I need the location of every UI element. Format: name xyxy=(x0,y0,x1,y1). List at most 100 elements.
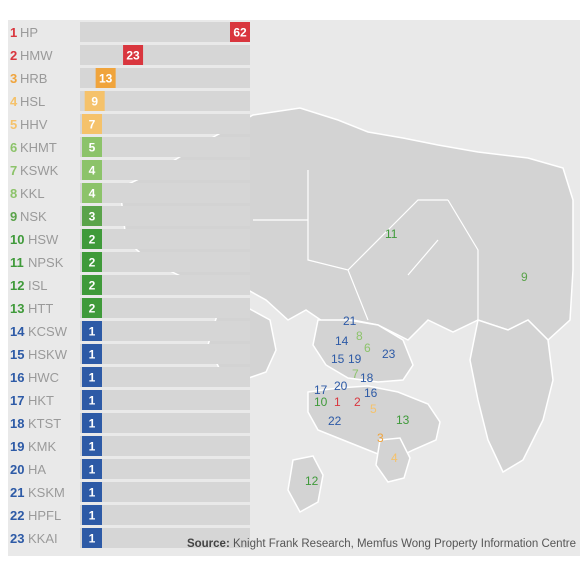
data-label: 3 xyxy=(89,210,96,224)
data-label: 1 xyxy=(89,394,96,408)
category-label: KHMT xyxy=(20,140,57,155)
map-label: 1 xyxy=(334,395,341,409)
bar-track xyxy=(80,206,250,226)
category-label: NPSK xyxy=(28,255,64,270)
bar-value-box xyxy=(82,482,102,502)
bar-value-box xyxy=(84,91,105,111)
category-label: HTT xyxy=(28,301,53,316)
bar-value-box xyxy=(82,275,102,295)
bar-track xyxy=(80,436,250,456)
rank-label: 15 xyxy=(10,347,24,362)
category-label: ISL xyxy=(28,278,48,293)
category-label: KTST xyxy=(28,416,61,431)
map-label: 7 xyxy=(352,367,359,381)
outlying-island xyxy=(287,455,324,514)
data-label: 1 xyxy=(89,417,96,431)
rank-label: 14 xyxy=(10,324,25,339)
category-label: HHV xyxy=(20,117,48,132)
rank-label: 13 xyxy=(10,301,24,316)
bar-value-box xyxy=(82,160,102,180)
bar-value-box xyxy=(123,45,144,65)
bar-track xyxy=(80,137,250,157)
rank-label: 16 xyxy=(10,370,24,385)
rank-label: 4 xyxy=(10,94,18,109)
data-label: 7 xyxy=(89,118,96,132)
bar-value-box xyxy=(82,229,102,249)
rank-label: 20 xyxy=(10,462,24,477)
map-label: 16 xyxy=(364,386,378,400)
bar-track xyxy=(80,252,250,272)
source-text: Knight Frank Research, Memfus Wong Prope… xyxy=(229,538,576,550)
hong-kong-island xyxy=(307,385,441,461)
category-label: KKAI xyxy=(28,531,58,546)
kowloon-peninsula xyxy=(312,319,414,383)
bar-value-box xyxy=(82,321,102,341)
bar-track xyxy=(80,229,250,249)
data-label: 1 xyxy=(89,463,96,477)
rank-label: 7 xyxy=(10,163,17,178)
data-label: 5 xyxy=(89,141,96,155)
bar-track xyxy=(80,183,250,203)
map-label: 18 xyxy=(360,371,374,385)
source-label: Source: xyxy=(186,538,230,550)
rank-label: 3 xyxy=(10,71,17,86)
bar-track xyxy=(80,413,250,433)
rank-label: 18 xyxy=(10,416,24,431)
district-boundary xyxy=(347,269,369,321)
category-label: KKL xyxy=(20,186,45,201)
bar-value-box xyxy=(82,413,102,433)
data-label: 1 xyxy=(89,348,96,362)
bar-track xyxy=(80,298,250,318)
map-label: 3 xyxy=(377,431,384,445)
district-boundary xyxy=(307,170,448,271)
data-label: 1 xyxy=(89,532,96,546)
map-label: 6 xyxy=(364,341,371,355)
bar-track xyxy=(80,275,250,295)
bar-track xyxy=(80,505,250,525)
bar xyxy=(80,22,250,42)
category-label: KMK xyxy=(28,439,57,454)
bar-track xyxy=(80,160,250,180)
map-label: 23 xyxy=(382,347,396,361)
category-label: HSKW xyxy=(28,347,68,362)
bar-value-box xyxy=(82,114,102,134)
category-label: KCSW xyxy=(28,324,68,339)
bar-value-box xyxy=(82,206,102,226)
category-label: HA xyxy=(28,462,46,477)
rank-label: 5 xyxy=(10,117,17,132)
map-label: 17 xyxy=(314,383,328,397)
bar-value-box xyxy=(82,183,102,203)
data-label: 62 xyxy=(233,26,247,40)
category-label: HRB xyxy=(20,71,47,86)
bar-value-box xyxy=(82,436,102,456)
bar-track xyxy=(80,91,250,111)
bar-track xyxy=(80,114,250,134)
category-label: HP xyxy=(20,25,38,40)
rank-label: 10 xyxy=(10,232,24,247)
category-label: HMW xyxy=(20,48,53,63)
rank-label: 19 xyxy=(10,439,24,454)
bar-value-box xyxy=(82,390,102,410)
rank-label: 21 xyxy=(10,485,24,500)
map-label: 19 xyxy=(348,352,362,366)
category-label: HSW xyxy=(28,232,59,247)
bar-track xyxy=(80,344,250,364)
data-label: 23 xyxy=(126,49,140,63)
bar-value-box xyxy=(95,68,116,88)
data-label: 4 xyxy=(89,164,96,178)
map-label: 21 xyxy=(343,314,357,328)
bar-value-box xyxy=(82,505,102,525)
bar-value-box xyxy=(230,22,250,42)
data-label: 1 xyxy=(89,440,96,454)
rank-label: 2 xyxy=(10,48,17,63)
map-label: 10 xyxy=(314,395,328,409)
map-label: 14 xyxy=(335,334,349,348)
data-label: 9 xyxy=(91,95,98,109)
bar-track xyxy=(80,482,250,502)
rank-label: 1 xyxy=(10,25,17,40)
data-label: 2 xyxy=(89,233,96,247)
category-label: HKT xyxy=(28,393,54,408)
bar-track xyxy=(80,459,250,479)
rank-label: 6 xyxy=(10,140,17,155)
